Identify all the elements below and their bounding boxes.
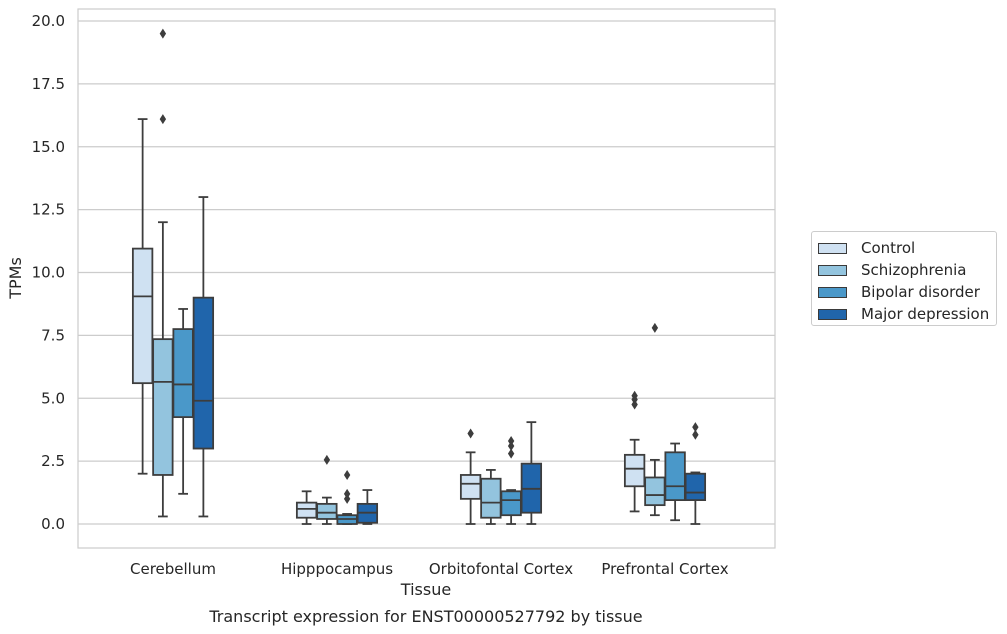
x-tick-labels: Cerebellum Hipppocampus Orbitofontal Corte…	[130, 560, 729, 578]
box-major-depression	[192, 196, 215, 518]
legend-swatch	[818, 264, 847, 276]
y-tick-label: 0.0	[41, 515, 65, 533]
y-tick-label: 20.0	[32, 12, 65, 30]
outlier-point	[631, 399, 638, 410]
box-body	[192, 296, 215, 450]
box-body	[295, 501, 318, 519]
legend-label: Schizophrenia	[861, 261, 967, 279]
outlier-point	[323, 454, 331, 465]
legend-swatch	[818, 286, 847, 298]
outlier-point	[507, 441, 515, 452]
box-groups	[131, 28, 707, 525]
box-control	[131, 118, 154, 475]
box-major-depression	[684, 422, 707, 525]
y-tick-label: 7.5	[41, 326, 65, 344]
outlier-point	[631, 390, 638, 401]
x-tick-label: Hipppocampus	[281, 560, 393, 578]
y-tick-label: 10.0	[32, 264, 65, 282]
y-tick-label: 2.5	[41, 452, 65, 470]
box-schizophrenia	[644, 322, 666, 517]
outlier-point	[159, 28, 167, 39]
chart-title: Transcript expression for ENST0000052779…	[208, 607, 642, 626]
legend-label: Major depression	[861, 305, 990, 323]
box-body	[644, 476, 666, 507]
y-tick-labels: 0.0 2.5 5.0 7.5 10.0 12.5 15.0 17.5 20.0	[32, 12, 65, 533]
outlier-point	[692, 429, 699, 440]
box-schizophrenia	[316, 454, 338, 525]
y-axis-label: TPMs	[6, 257, 25, 300]
outlier-point	[507, 436, 515, 447]
box-bipolar-disorder	[172, 308, 194, 495]
box-major-depression	[356, 489, 379, 525]
legend-swatch	[818, 242, 847, 254]
outlier-point	[159, 114, 167, 125]
legend-item: Bipolar disorder	[818, 281, 996, 303]
outlier-point	[343, 469, 351, 480]
box-body	[152, 338, 174, 476]
x-axis-label: Tissue	[400, 580, 451, 599]
box-major-depression	[520, 421, 543, 525]
outlier-point	[343, 488, 351, 499]
legend: Control Schizophrenia Bipolar disorder M…	[811, 231, 997, 326]
legend-swatch	[818, 308, 847, 320]
box-body	[684, 472, 707, 502]
outlier-point	[343, 493, 351, 504]
x-tick-label: Orbitofontal Cortex	[429, 560, 573, 578]
x-tick-label: Prefrontal Cortex	[601, 560, 728, 578]
y-tick-label: 12.5	[32, 201, 65, 219]
legend-label: Bipolar disorder	[861, 283, 980, 301]
outlier-point	[467, 428, 474, 439]
legend-item: Control	[818, 237, 996, 259]
box-body	[664, 451, 686, 502]
box-body	[172, 328, 194, 419]
box-body	[459, 474, 482, 500]
x-tick-label: Cerebellum	[130, 560, 216, 578]
legend-label: Control	[861, 239, 916, 257]
box-body	[500, 490, 522, 517]
box-bipolar-disorder	[336, 469, 358, 525]
box-body	[316, 502, 338, 520]
y-tick-label: 17.5	[32, 75, 65, 93]
plot-area	[77, 8, 776, 549]
box-schizophrenia	[480, 469, 502, 525]
outlier-point	[692, 422, 699, 433]
legend-item: Schizophrenia	[818, 259, 996, 281]
box-bipolar-disorder	[500, 436, 522, 525]
legend-item: Major depression	[818, 303, 996, 325]
box-control	[295, 490, 318, 525]
outlier-point	[507, 448, 515, 459]
box-control	[623, 390, 646, 513]
box-body	[480, 477, 502, 519]
grid-lines	[78, 20, 775, 525]
outlier-point	[651, 322, 659, 333]
y-tick-label: 5.0	[41, 389, 65, 407]
box-body	[623, 453, 646, 488]
y-tick-label: 15.0	[32, 138, 65, 156]
box-body	[131, 247, 154, 385]
